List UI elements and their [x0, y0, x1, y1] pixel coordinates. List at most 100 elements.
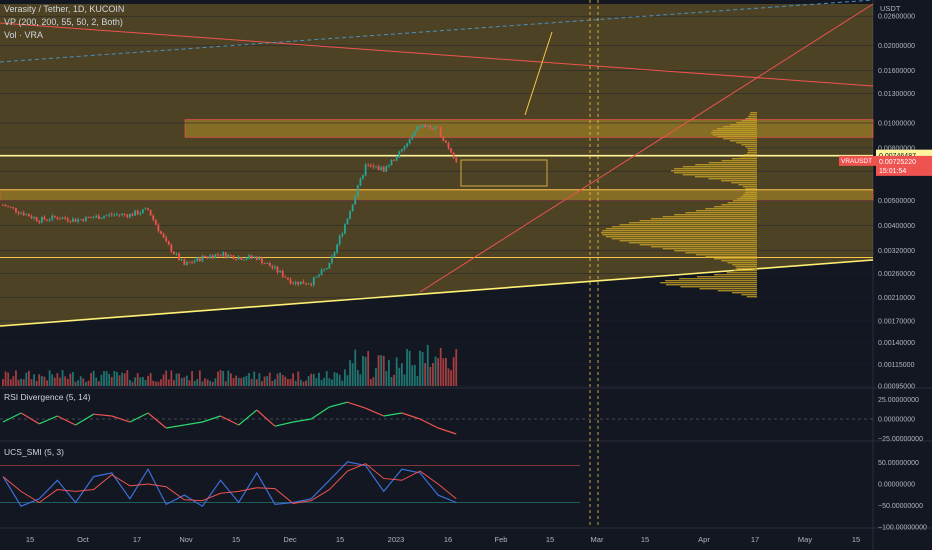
volume-profile-bar	[639, 244, 757, 246]
volume-profile-bar	[628, 242, 757, 244]
volume-profile-bar	[746, 296, 757, 298]
candle-body	[338, 235, 341, 245]
volume-bar	[426, 344, 429, 386]
candle-body	[372, 165, 375, 167]
price-tick-label: 0.02000000	[878, 43, 915, 50]
candle-body	[447, 142, 450, 149]
volume-bar	[95, 377, 98, 386]
volume-bar	[248, 373, 250, 386]
volume-profile-bar	[721, 180, 757, 182]
rsi-segment	[347, 401, 366, 409]
candle-body	[61, 217, 64, 219]
candle-body	[388, 165, 390, 166]
candle-body	[196, 257, 199, 262]
breakout-ray-line	[419, 3, 874, 293]
rsi-tick-label: 25.00000000	[878, 397, 919, 404]
volume-bar	[22, 379, 25, 386]
volume-profile-bar	[735, 266, 757, 268]
volume-bar	[349, 360, 351, 386]
volume-profile-bar	[741, 120, 757, 122]
volume-profile-bar	[699, 288, 757, 290]
candle-body	[261, 257, 263, 264]
rsi-segment	[365, 407, 384, 417]
volume-bar	[74, 381, 77, 386]
candle-body	[131, 213, 134, 216]
volume-bar	[40, 376, 43, 386]
volume-profile-bar	[745, 188, 757, 190]
volume-bar	[116, 372, 118, 386]
price-tick-label: 0.01300000	[878, 91, 915, 98]
volume-bar	[97, 381, 100, 386]
candle-body	[289, 279, 292, 284]
candle-body	[406, 143, 408, 147]
price-tick-label: 0.00800000	[878, 145, 915, 152]
volume-profile-bar	[740, 196, 757, 198]
volume-profile-bar	[744, 154, 757, 156]
candle-body	[134, 210, 136, 216]
volume-bar	[434, 356, 437, 386]
candle-body	[185, 262, 188, 265]
volume-bar	[12, 376, 15, 386]
volume-profile-bar	[742, 186, 757, 188]
volume-bar	[118, 375, 121, 386]
volume-bar	[390, 376, 393, 386]
volume-bar	[255, 379, 258, 386]
volume-bar	[232, 378, 235, 386]
volume-profile-bar	[749, 114, 757, 116]
volume-bar	[178, 373, 181, 386]
volume-profile-bar	[721, 160, 757, 162]
candle-body	[297, 281, 300, 285]
volume-profile-bar	[611, 226, 757, 228]
candle-body	[95, 215, 98, 218]
volume-bar	[455, 349, 458, 386]
smi-tick-label: 0.00000000	[878, 482, 915, 489]
volume-bar	[25, 372, 28, 386]
projection-line	[524, 31, 553, 116]
volume-bar	[408, 350, 411, 386]
rising-support-line	[0, 259, 874, 327]
volume-profile-bar	[665, 284, 757, 286]
volume-bar	[284, 376, 287, 386]
candle-body	[12, 207, 15, 209]
candle-body	[341, 233, 344, 236]
volume-bar	[281, 374, 284, 386]
candle-body	[419, 126, 421, 128]
price-tick-label: 0.00170000	[878, 318, 915, 325]
volume-bar	[35, 380, 38, 386]
volume-profile-bar	[713, 258, 757, 260]
smi-tick-label: −100.00000000	[878, 525, 927, 532]
volume-bar	[198, 370, 201, 386]
volume-bar	[90, 372, 92, 386]
candle-body	[240, 257, 243, 260]
volume-bar	[139, 377, 142, 386]
price-tick-label: 0.01000000	[878, 120, 915, 127]
time-tick-label: 16	[444, 535, 452, 544]
candle-body	[92, 217, 95, 219]
volume-bar	[274, 379, 276, 386]
candle-body	[206, 257, 209, 258]
volume-bar	[279, 372, 282, 386]
volume-bar	[395, 357, 398, 386]
volume-bar	[17, 379, 20, 386]
candle-body	[328, 262, 331, 269]
candle-body	[375, 166, 377, 168]
volume-profile-bar	[744, 192, 757, 194]
volume-bar	[84, 381, 87, 386]
last-price-label: 0.00725220	[879, 159, 916, 166]
candle-body	[398, 151, 401, 158]
candle-body	[307, 283, 310, 285]
volume-bar	[69, 373, 72, 386]
volume-bar	[134, 377, 136, 386]
volume-bar	[333, 372, 336, 386]
candle-body	[395, 157, 398, 161]
volume-bar	[263, 376, 266, 386]
rsi-segment	[2, 412, 22, 423]
price-tick-label: 0.00115000	[878, 362, 915, 369]
volume-bar	[162, 374, 165, 386]
volume-bar	[310, 373, 313, 386]
volume-bar	[53, 377, 56, 386]
candle-body	[359, 178, 362, 186]
volume-profile-bar	[602, 230, 757, 232]
volume-bar	[292, 373, 294, 386]
volume-bar	[382, 355, 385, 386]
